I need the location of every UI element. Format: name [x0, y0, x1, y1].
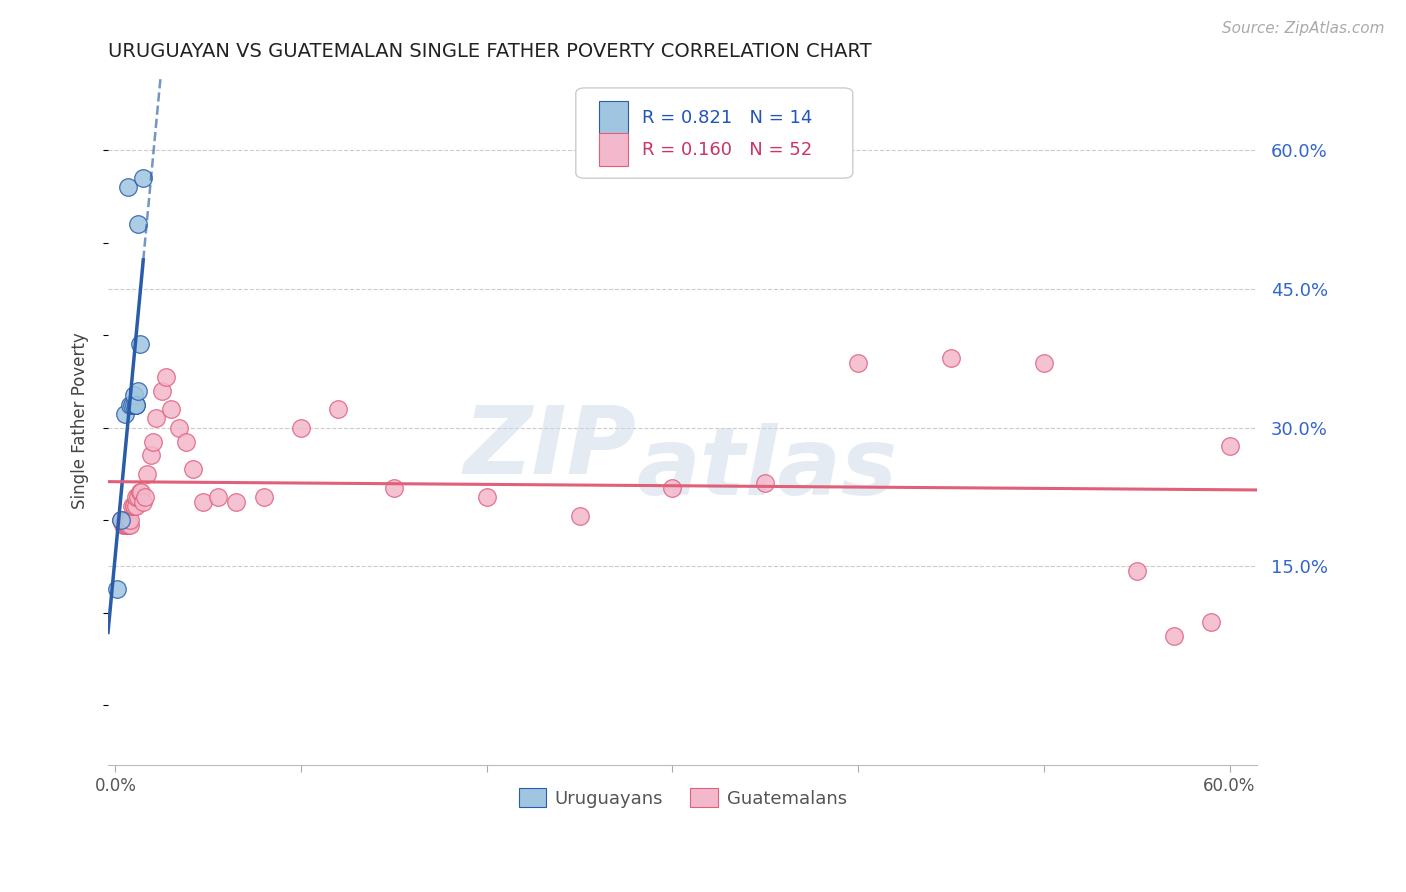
- Point: [1163, 629, 1185, 643]
- Point: [115, 517, 138, 532]
- Point: [128, 485, 150, 500]
- Point: [110, 513, 132, 527]
- Point: [174, 434, 197, 449]
- Point: [105, 582, 128, 597]
- Point: [846, 356, 869, 370]
- Point: [290, 420, 312, 434]
- Point: [568, 508, 591, 523]
- Point: [1125, 564, 1147, 578]
- Point: [114, 517, 136, 532]
- Point: [754, 476, 776, 491]
- Point: [120, 513, 142, 527]
- Point: [183, 462, 205, 476]
- Point: [132, 170, 155, 185]
- Point: [139, 449, 162, 463]
- Point: [155, 369, 177, 384]
- Point: [150, 384, 173, 398]
- Point: [661, 481, 683, 495]
- Point: [121, 397, 143, 411]
- Y-axis label: Single Father Poverty: Single Father Poverty: [72, 333, 89, 509]
- Point: [145, 411, 167, 425]
- Point: [125, 500, 148, 514]
- Text: URUGUAYAN VS GUATEMALAN SINGLE FATHER POVERTY CORRELATION CHART: URUGUAYAN VS GUATEMALAN SINGLE FATHER PO…: [108, 42, 872, 61]
- Point: [142, 434, 165, 449]
- Point: [225, 494, 247, 508]
- Point: [191, 494, 214, 508]
- Point: [253, 490, 276, 504]
- Point: [167, 420, 190, 434]
- Point: [117, 180, 139, 194]
- Point: [131, 485, 153, 500]
- Point: [160, 402, 183, 417]
- Point: [120, 397, 142, 411]
- Point: [134, 490, 156, 504]
- Point: [382, 481, 405, 495]
- Point: [125, 397, 148, 411]
- Point: [125, 397, 148, 411]
- Point: [114, 407, 136, 421]
- Point: [127, 490, 149, 504]
- Point: [122, 500, 145, 514]
- Point: [1032, 356, 1054, 370]
- Point: [207, 490, 229, 504]
- Legend: Uruguayans, Guatemalans: Uruguayans, Guatemalans: [512, 781, 853, 814]
- Point: [132, 494, 155, 508]
- Point: [127, 384, 149, 398]
- Point: [127, 217, 149, 231]
- Point: [122, 388, 145, 402]
- Text: R = 0.821   N = 14: R = 0.821 N = 14: [643, 109, 813, 127]
- Point: [110, 513, 132, 527]
- Text: atlas: atlas: [637, 423, 898, 515]
- Bar: [599, 134, 627, 167]
- Point: [1199, 615, 1222, 629]
- Bar: [599, 101, 627, 134]
- FancyBboxPatch shape: [576, 88, 853, 178]
- Point: [939, 351, 962, 366]
- Point: [1219, 439, 1241, 453]
- Point: [328, 402, 350, 417]
- Point: [128, 337, 150, 351]
- Point: [122, 397, 145, 411]
- Point: [117, 513, 139, 527]
- Text: ZIP: ZIP: [464, 402, 637, 494]
- Point: [111, 517, 134, 532]
- Point: [122, 500, 145, 514]
- Point: [117, 517, 139, 532]
- Point: [120, 517, 142, 532]
- Point: [136, 467, 159, 481]
- Text: Source: ZipAtlas.com: Source: ZipAtlas.com: [1222, 21, 1385, 36]
- Point: [125, 490, 148, 504]
- Text: R = 0.160   N = 52: R = 0.160 N = 52: [643, 141, 813, 159]
- Point: [114, 513, 136, 527]
- Point: [121, 500, 143, 514]
- Point: [115, 517, 138, 532]
- Point: [475, 490, 498, 504]
